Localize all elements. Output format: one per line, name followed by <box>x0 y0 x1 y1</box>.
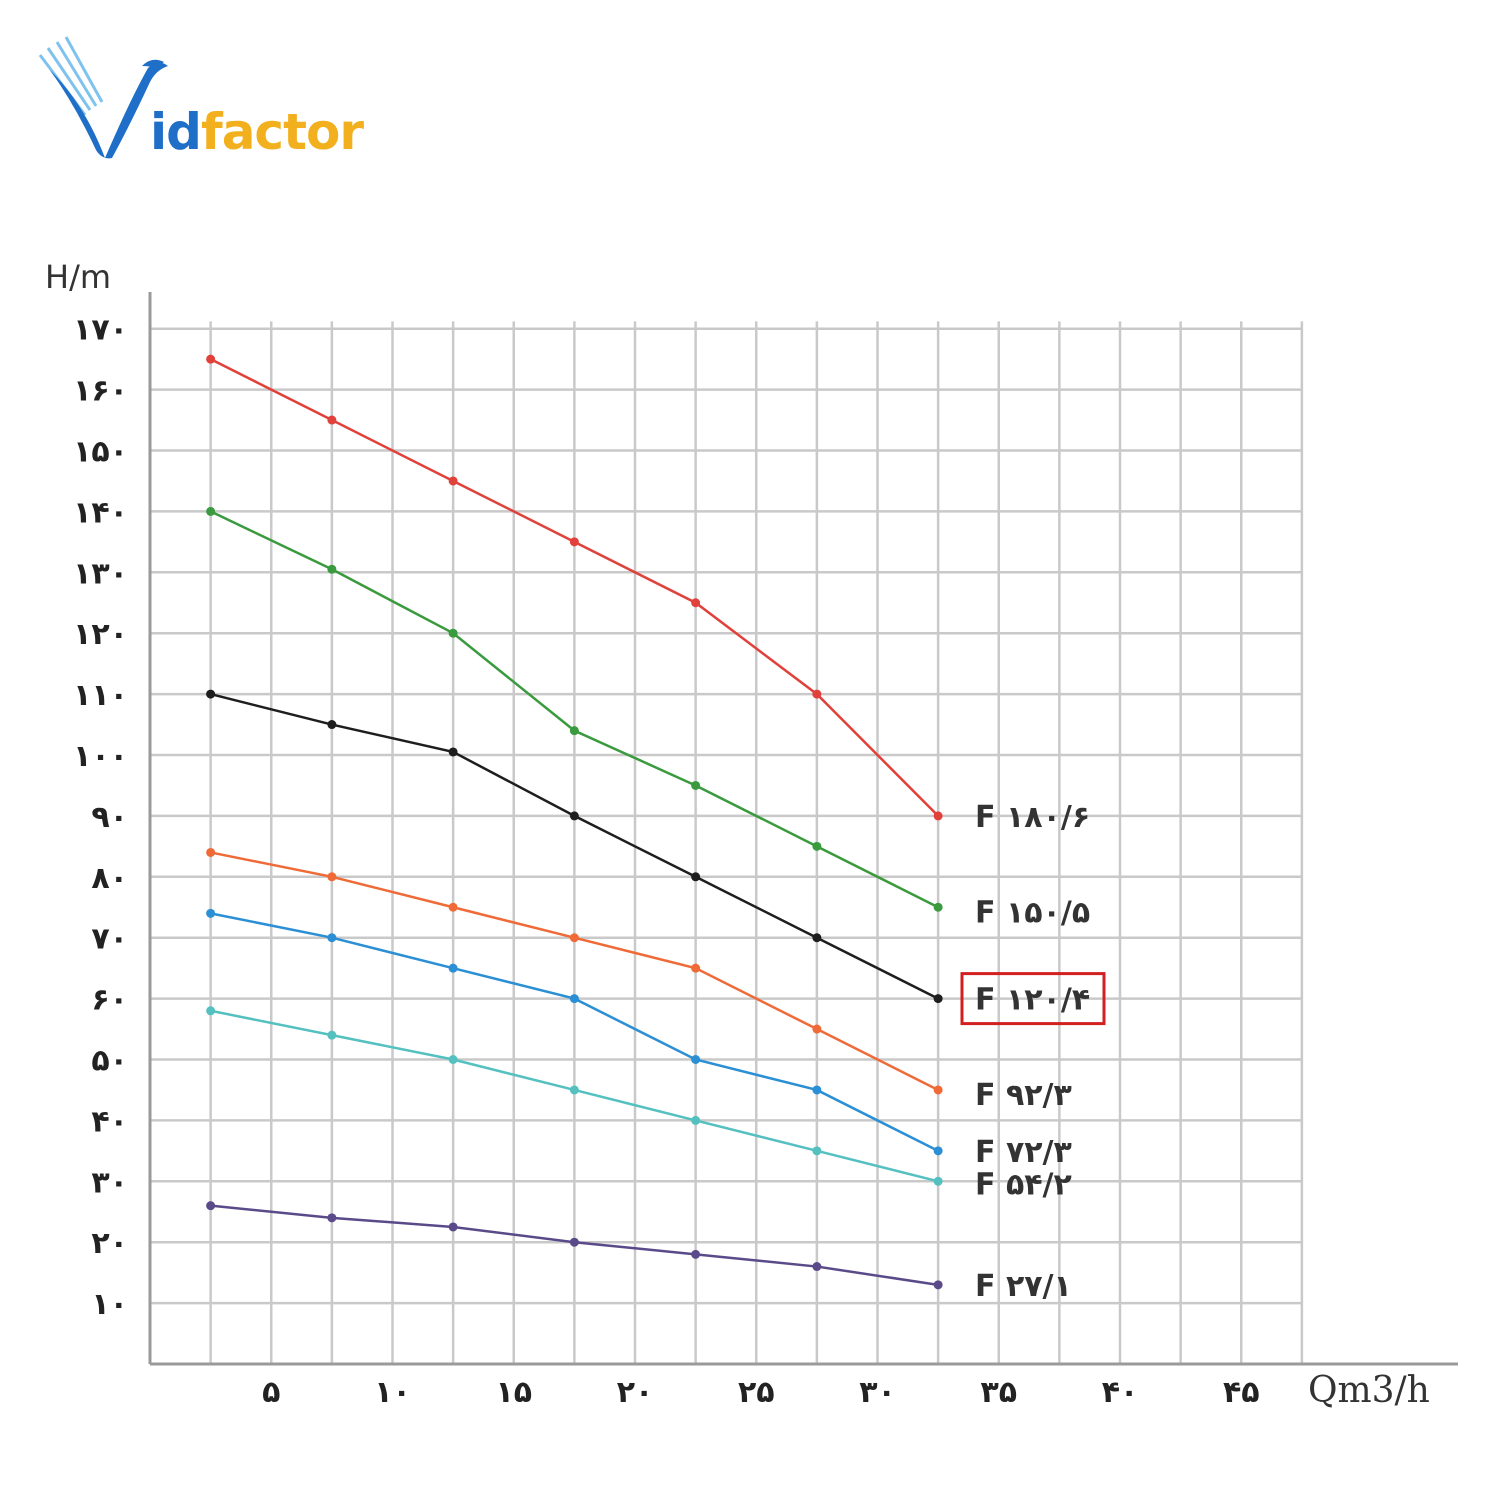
data-point <box>206 1201 216 1211</box>
data-point <box>327 720 337 730</box>
x-tick-label: ۴۰ <box>1102 1375 1139 1410</box>
wordmark-part-factor: factor <box>200 103 364 161</box>
data-point <box>812 1085 822 1095</box>
y-tick-label: ۱۰۰ <box>73 739 128 774</box>
x-tick-labels: ۵ ۱۰ ۱۵ ۲۰ ۲۵ ۳۰ ۳۵ ۴۰ ۴۵ <box>262 1375 1259 1410</box>
data-point <box>327 1030 337 1040</box>
data-point <box>206 506 216 516</box>
data-point <box>569 933 579 943</box>
series-label: F ۵۴/۲ <box>975 1167 1072 1202</box>
y-tick-label: ۱۳۰ <box>73 556 128 591</box>
data-point <box>691 872 701 882</box>
data-point <box>327 872 337 882</box>
wordmark-part-id: id <box>150 103 202 161</box>
series-labels: F ۱۸۰/۶ F ۱۵۰/۵ F ۱۲۰/۴ F ۹۲/۳ F ۷۲/۳F ۵۴/۲ F… <box>960 800 1106 1304</box>
y-tick-label: ۶۰ <box>91 983 128 1018</box>
y-tick-label: ۱۲۰ <box>73 617 128 652</box>
data-point <box>691 963 701 973</box>
data-point <box>812 933 822 943</box>
x-tick-label: ۴۵ <box>1223 1375 1260 1410</box>
data-point <box>933 1146 943 1156</box>
x-tick-label: ۳۵ <box>980 1375 1017 1410</box>
series-label: F ۱۵۰/۵ <box>975 895 1090 930</box>
data-point <box>206 847 216 857</box>
series-label: F ۱۲۰/۴ <box>975 983 1090 1018</box>
data-point <box>933 811 943 821</box>
data-point <box>933 902 943 912</box>
y-tick-label: ۴۰ <box>91 1104 128 1139</box>
data-point <box>448 902 458 912</box>
y-axis-title: H/m <box>45 258 111 296</box>
data-point <box>569 537 579 547</box>
data-point <box>327 933 337 943</box>
data-point <box>448 747 458 757</box>
x-tick-label: ۱۵ <box>495 1375 532 1410</box>
vidfactor-logo-mark <box>38 36 168 159</box>
data-point <box>206 354 216 364</box>
x-tick-label: ۵ <box>262 1375 280 1410</box>
y-tick-label: ۳۰ <box>91 1165 128 1200</box>
data-point <box>569 811 579 821</box>
data-point <box>569 994 579 1004</box>
x-tick-label: ۲۰ <box>617 1375 654 1410</box>
data-point <box>691 1115 701 1125</box>
data-point <box>933 1176 943 1186</box>
data-point <box>691 780 701 790</box>
data-point <box>812 1262 822 1272</box>
data-point <box>569 726 579 736</box>
y-tick-label: ۸۰ <box>91 861 128 896</box>
data-point <box>933 994 943 1004</box>
series-label: F ۱۸۰/۶ <box>975 800 1090 835</box>
y-tick-label: ۷۰ <box>91 922 128 957</box>
data-point <box>933 1280 943 1290</box>
chart-axes <box>148 292 1458 1366</box>
y-tick-label: ۱۷۰ <box>73 313 128 348</box>
x-tick-label: ۱۰ <box>374 1375 411 1410</box>
y-tick-label: ۱۵۰ <box>73 435 128 470</box>
data-point <box>691 598 701 608</box>
y-tick-label: ۱۱۰ <box>73 678 128 713</box>
series-lines <box>206 354 943 1290</box>
chart-grid <box>150 321 1304 1364</box>
brand-wordmark: idfactor <box>150 102 364 162</box>
data-point <box>448 1222 458 1232</box>
data-point <box>812 841 822 851</box>
y-tick-label: ۲۰ <box>91 1226 128 1261</box>
data-point <box>206 689 216 699</box>
series-label: F ۷۲/۳ <box>975 1135 1072 1170</box>
series-label: F ۹۲/۳ <box>975 1078 1072 1113</box>
y-tick-label: ۱۶۰ <box>73 374 128 409</box>
data-point <box>448 628 458 638</box>
data-point <box>448 1055 458 1064</box>
data-point <box>327 415 337 425</box>
y-tick-label: ۵۰ <box>91 1044 128 1079</box>
y-tick-label: ۹۰ <box>91 800 128 835</box>
x-tick-label: ۳۰ <box>859 1375 896 1410</box>
x-axis-title: Qm3/h <box>1308 1370 1430 1411</box>
data-point <box>448 476 458 486</box>
data-point <box>812 1024 822 1034</box>
data-point <box>812 1146 822 1156</box>
data-point <box>327 1213 337 1223</box>
data-point <box>569 1237 579 1247</box>
x-tick-label: ۲۵ <box>738 1375 775 1410</box>
data-point <box>933 1085 943 1095</box>
y-tick-labels: ۱۰ ۲۰ ۳۰ ۴۰ ۵۰ ۶۰ ۷۰ ۸۰ ۹۰ ۱۰۰ ۱۱۰ ۱۲۰ ۱۳۰ ۱۴۰ ۱۵۰ ۱۶۰ ۱… <box>73 313 128 1322</box>
data-point <box>691 1055 701 1064</box>
brand-logo <box>30 30 390 170</box>
data-point <box>448 963 458 973</box>
data-point <box>206 1006 216 1016</box>
data-point <box>691 1249 701 1259</box>
series-label: F ۲۷/۱ <box>975 1269 1072 1304</box>
highlight-box <box>960 972 1106 1026</box>
data-point <box>812 689 822 699</box>
data-point <box>206 908 216 918</box>
y-tick-label: ۱۰ <box>91 1287 128 1322</box>
data-point <box>569 1085 579 1095</box>
data-point <box>327 564 337 574</box>
y-tick-label: ۱۴۰ <box>73 495 128 530</box>
